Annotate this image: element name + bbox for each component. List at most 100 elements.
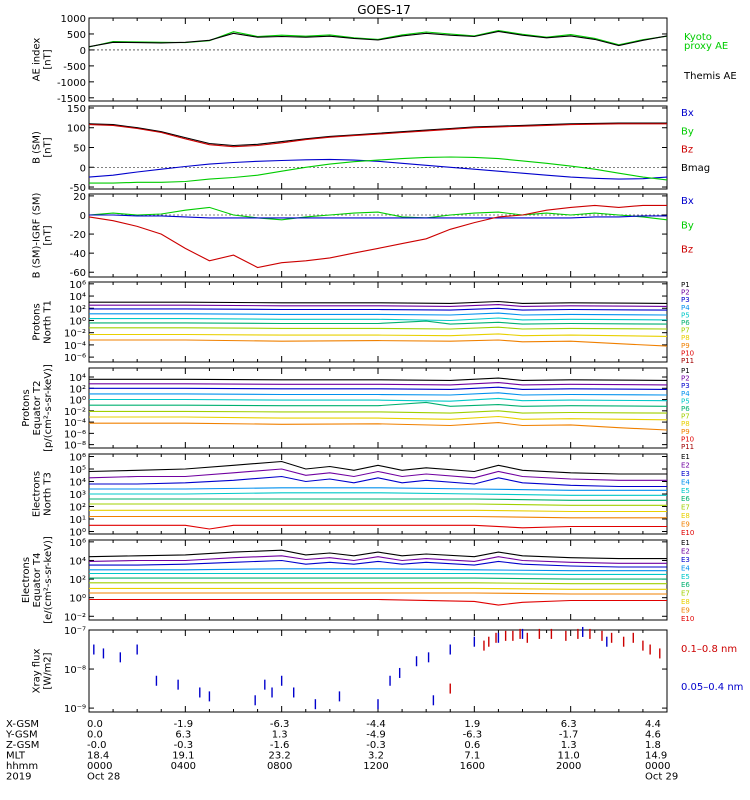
legend-entry: P8 bbox=[681, 334, 690, 342]
y-tick-label: 10⁴ bbox=[69, 373, 86, 384]
legend-entry: E9 bbox=[681, 607, 690, 615]
series-line bbox=[89, 487, 667, 491]
y-tick-label: 10⁵ bbox=[69, 465, 86, 476]
legend-entry: E8 bbox=[681, 598, 690, 606]
legend-entry: P3 bbox=[681, 382, 690, 390]
y-axis-label: [nT] bbox=[43, 49, 54, 69]
legend-entry: E6 bbox=[681, 581, 690, 589]
y-tick-label: 10⁻⁸ bbox=[64, 441, 86, 452]
ephemeris-value: 0000 bbox=[87, 761, 112, 772]
y-tick-label: 10⁴ bbox=[69, 292, 86, 303]
legend-entry: P8 bbox=[681, 420, 690, 428]
legend-entry: 0.1–0.8 nm bbox=[681, 644, 737, 655]
y-tick-label: 0 bbox=[80, 46, 86, 57]
ephemeris-value: 1.3 bbox=[272, 730, 288, 741]
ephemeris-value: 19.1 bbox=[172, 751, 194, 762]
ephemeris-row-label: 2019 bbox=[6, 772, 31, 783]
ephemeris-row-label: hhmm bbox=[6, 761, 38, 772]
legend-entry: P10 bbox=[681, 435, 694, 443]
legend-entry: E2 bbox=[681, 461, 690, 469]
y-tick-label: -500 bbox=[63, 62, 86, 73]
series-line bbox=[89, 382, 668, 386]
series-line bbox=[88, 30, 668, 48]
y-tick-label: 10⁰ bbox=[69, 396, 86, 407]
y-tick-label: 10⁴ bbox=[69, 556, 86, 567]
legend-entry: Bmag bbox=[681, 163, 710, 174]
series-line bbox=[88, 206, 668, 221]
y-tick-label: 10⁶ bbox=[69, 453, 86, 464]
ephemeris-row-label: Z-GSM bbox=[6, 740, 39, 751]
series-line bbox=[88, 122, 667, 147]
legend-entry: P11 bbox=[681, 443, 694, 451]
legend-entry: P2 bbox=[681, 375, 690, 383]
series-line bbox=[88, 123, 667, 148]
legend-entry: Bz bbox=[681, 245, 693, 256]
ephemeris-value: -6.3 bbox=[270, 719, 290, 730]
y-axis-label: AE index bbox=[32, 38, 43, 82]
series-line bbox=[89, 214, 667, 219]
y-tick-label: 20 bbox=[73, 192, 86, 203]
ephemeris-value: Oct 29 bbox=[645, 772, 678, 783]
legend-entry: E8 bbox=[681, 512, 690, 520]
series-line bbox=[88, 460, 667, 475]
y-tick-label: 10⁻⁶ bbox=[64, 429, 86, 440]
series-line bbox=[89, 572, 667, 575]
ephemeris-value: -6.3 bbox=[463, 730, 483, 741]
ephemeris-value: 14.9 bbox=[645, 751, 667, 762]
series-line bbox=[89, 304, 668, 307]
series-line bbox=[89, 415, 668, 421]
ephemeris-value: 1200 bbox=[363, 761, 388, 772]
y-axis-label: [e/(cm²-s-sr-keV)] bbox=[43, 536, 54, 624]
legend-entry: P6 bbox=[681, 319, 690, 327]
legend-entry: E6 bbox=[681, 495, 690, 503]
y-tick-label: -60 bbox=[70, 268, 86, 279]
series-line bbox=[88, 158, 668, 180]
legend-entry: P2 bbox=[681, 289, 690, 297]
y-tick-label: 10⁰ bbox=[69, 528, 86, 539]
y-tick-label: 10⁻² bbox=[64, 612, 86, 623]
series-line bbox=[89, 568, 667, 572]
panel-frame bbox=[88, 281, 668, 363]
ephemeris-value: 3.2 bbox=[368, 751, 384, 762]
y-tick-label: 50 bbox=[73, 144, 86, 155]
legend-entry: Themis AE bbox=[683, 71, 737, 82]
ephemeris-value: 6.3 bbox=[175, 730, 191, 741]
y-tick-label: 10⁻⁴ bbox=[64, 341, 86, 352]
ephemeris-value: 0800 bbox=[267, 761, 292, 772]
series-line bbox=[88, 204, 667, 269]
legend-entry: P3 bbox=[681, 296, 690, 304]
series-line bbox=[89, 300, 668, 304]
y-axis-label: Electrons bbox=[32, 471, 43, 517]
legend-entry: E7 bbox=[681, 504, 690, 512]
ephemeris-value: 2000 bbox=[556, 761, 581, 772]
series-line bbox=[88, 549, 667, 560]
y-tick-label: 10² bbox=[69, 503, 86, 514]
y-tick-label: 10¹ bbox=[69, 515, 86, 526]
y-tick-label: 10² bbox=[69, 575, 86, 586]
legend-entry: 0.05–0.4 nm bbox=[681, 682, 743, 693]
series-line bbox=[89, 410, 668, 414]
y-tick-label: 10⁰ bbox=[69, 316, 86, 327]
legend-entry: E2 bbox=[681, 547, 690, 555]
legend-entry: proxy AE bbox=[684, 41, 728, 52]
legend-entry: E1 bbox=[681, 453, 690, 461]
series-line bbox=[89, 386, 668, 390]
ephemeris-value: 4.4 bbox=[645, 719, 661, 730]
panel-frame bbox=[88, 105, 668, 190]
series-line bbox=[89, 509, 667, 513]
y-tick-label: 10⁻⁸ bbox=[64, 665, 86, 676]
series-line bbox=[89, 339, 668, 347]
y-axis-label: Equator T4 bbox=[32, 553, 43, 608]
panel-frame bbox=[88, 17, 668, 102]
y-axis-label: B (SM)-IGRF (SM) bbox=[32, 193, 43, 279]
series-line bbox=[89, 397, 668, 402]
y-axis-label: North T1 bbox=[43, 300, 54, 344]
ephemeris-value: 0.0 bbox=[87, 730, 103, 741]
legend-entry: P6 bbox=[681, 405, 690, 413]
y-tick-label: -1500 bbox=[57, 94, 86, 105]
series-line bbox=[89, 422, 668, 431]
legend-entry: P7 bbox=[681, 327, 690, 335]
legend-entry: P4 bbox=[681, 304, 690, 312]
y-tick-label: -40 bbox=[70, 249, 86, 260]
y-tick-label: 10⁰ bbox=[69, 594, 86, 605]
